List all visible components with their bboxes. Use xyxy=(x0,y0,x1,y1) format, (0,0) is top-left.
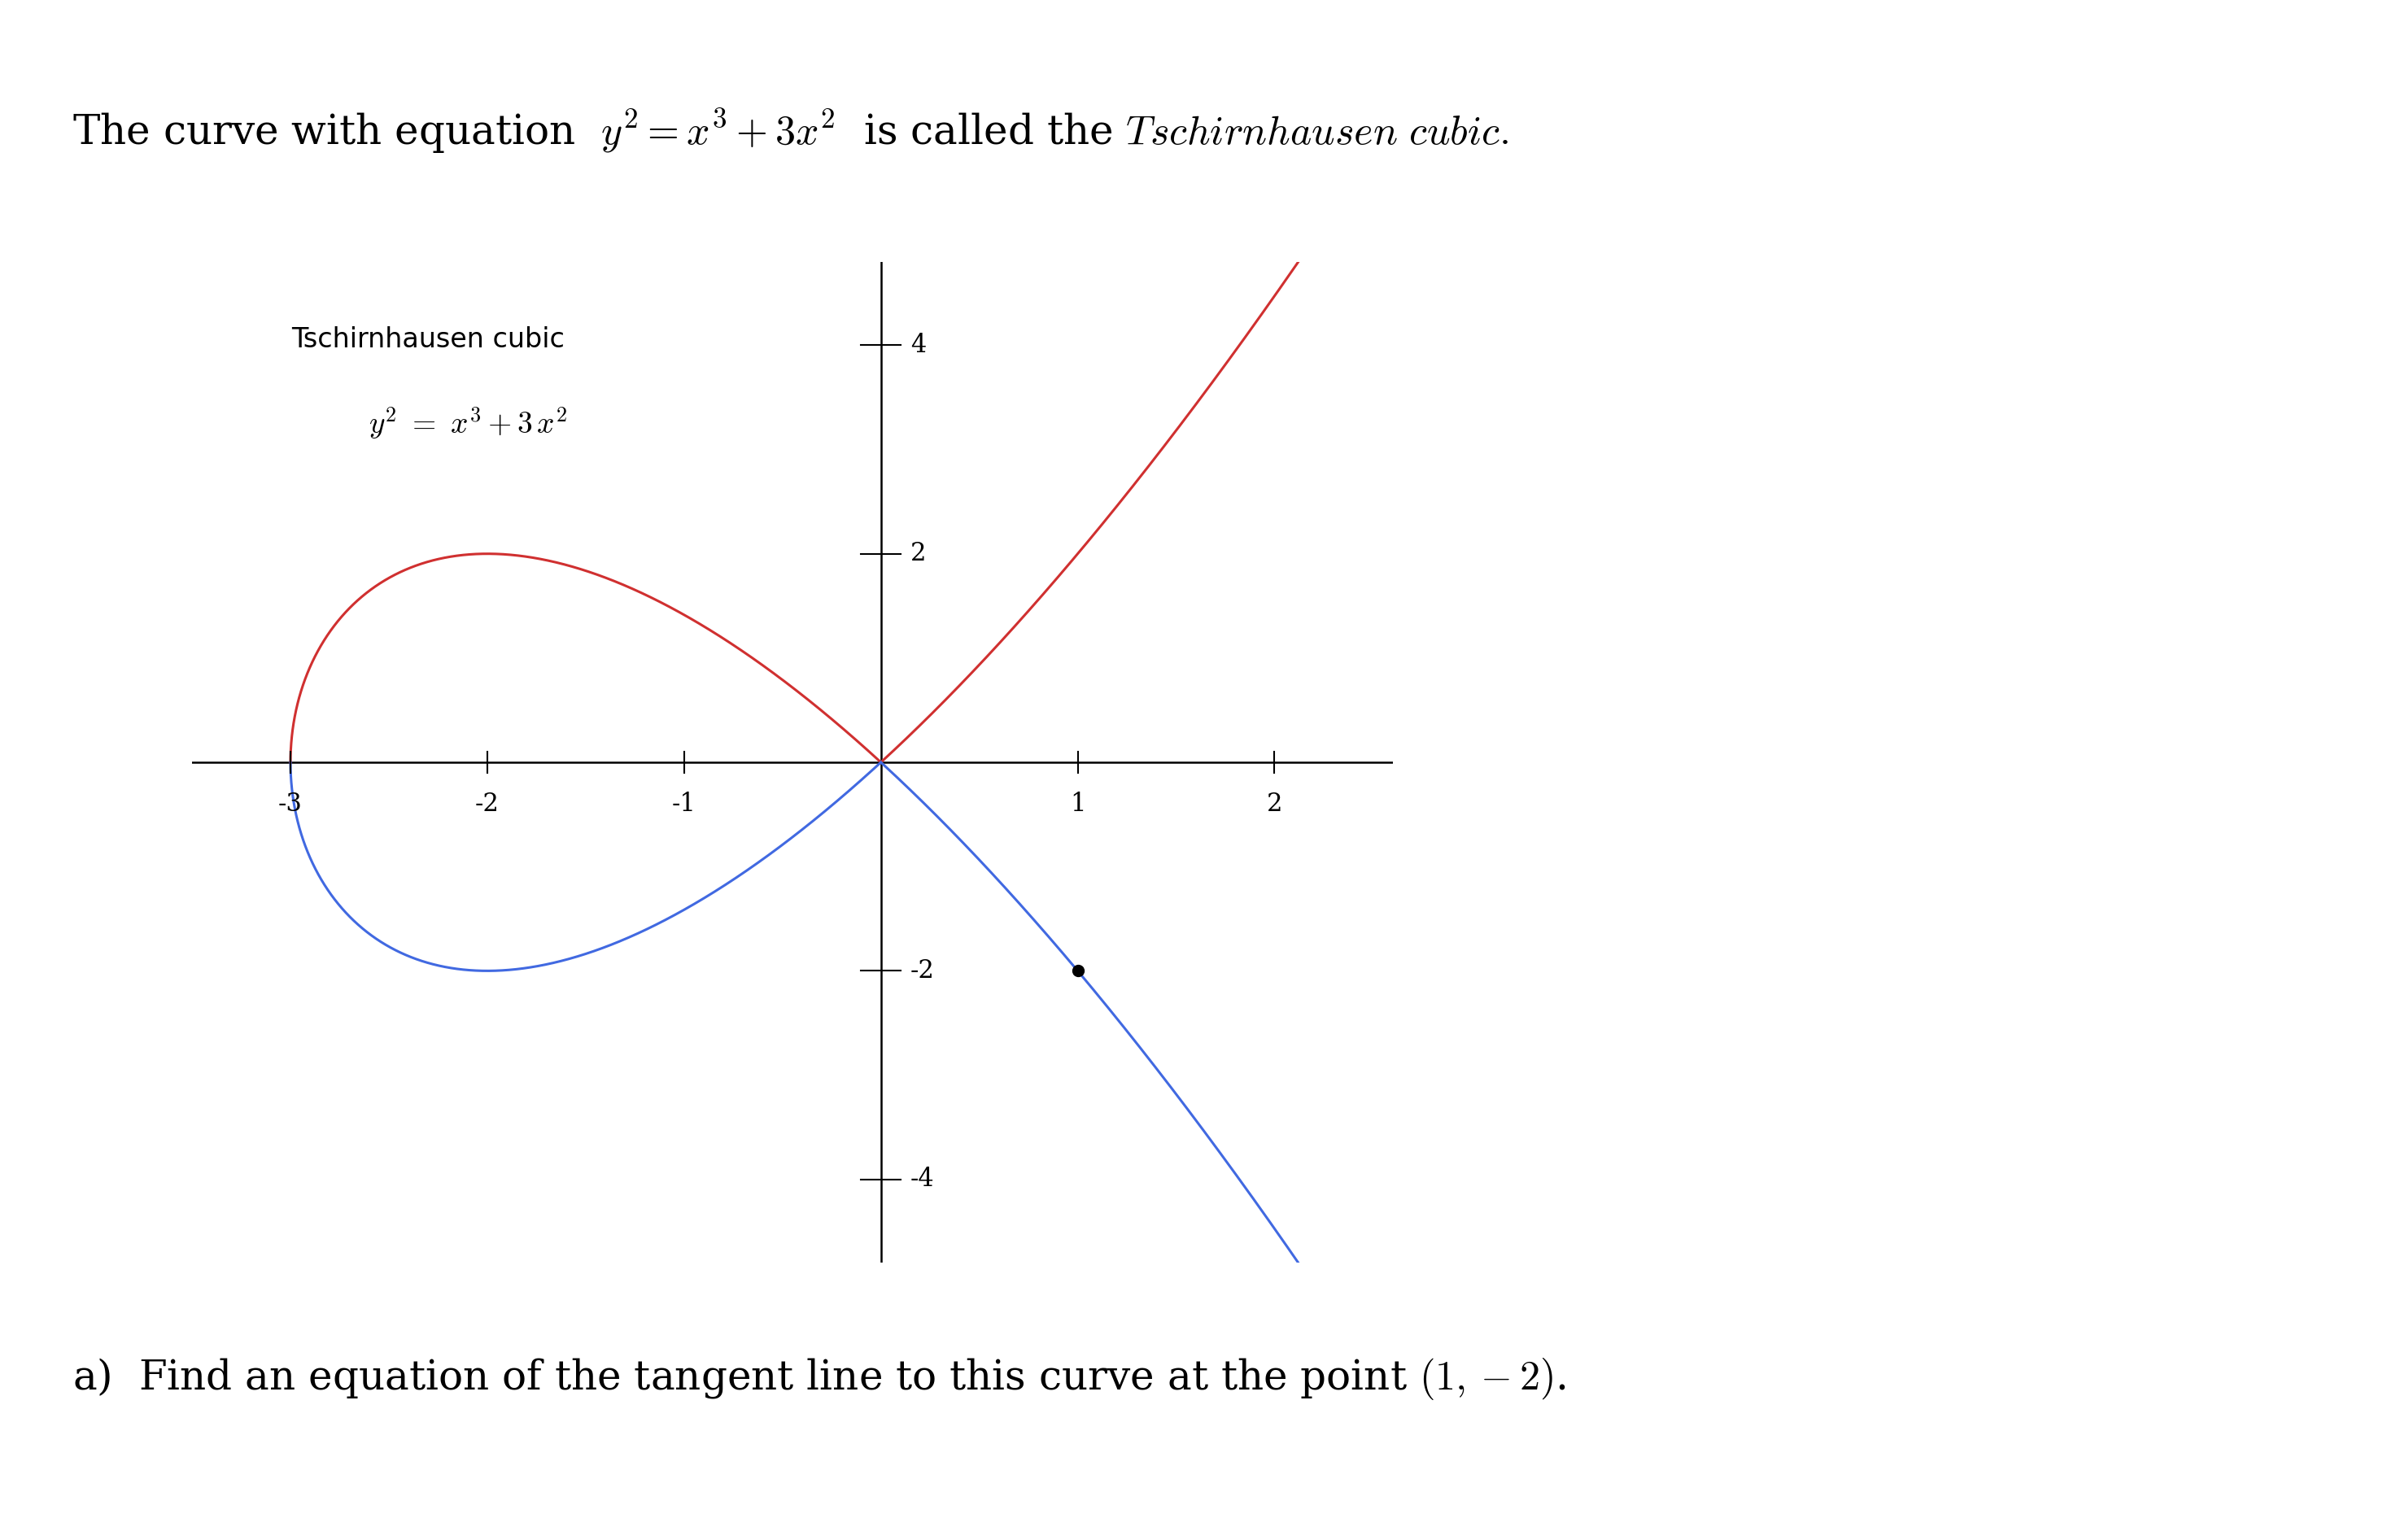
Text: 1: 1 xyxy=(1071,792,1085,816)
Text: -1: -1 xyxy=(672,792,696,816)
Text: 4: 4 xyxy=(910,333,927,357)
Text: -3: -3 xyxy=(279,792,303,816)
Text: 2: 2 xyxy=(910,541,927,567)
Text: $y^2\ =\ x^3 + 3\,x^2$: $y^2\ =\ x^3 + 3\,x^2$ xyxy=(367,405,567,440)
Text: 2: 2 xyxy=(1268,792,1282,816)
Text: -4: -4 xyxy=(910,1167,934,1192)
Text: -2: -2 xyxy=(475,792,499,816)
Text: Tschirnhausen cubic: Tschirnhausen cubic xyxy=(291,326,564,353)
Text: The curve with equation  $y^2 = x^3 + 3x^2$  is called the $\mathit{Tschirnhause: The curve with equation $y^2 = x^3 + 3x^… xyxy=(72,106,1508,156)
Text: -2: -2 xyxy=(910,958,934,984)
Text: a)  Find an equation of the tangent line to this curve at the point $(1,-2)$.: a) Find an equation of the tangent line … xyxy=(72,1357,1565,1401)
